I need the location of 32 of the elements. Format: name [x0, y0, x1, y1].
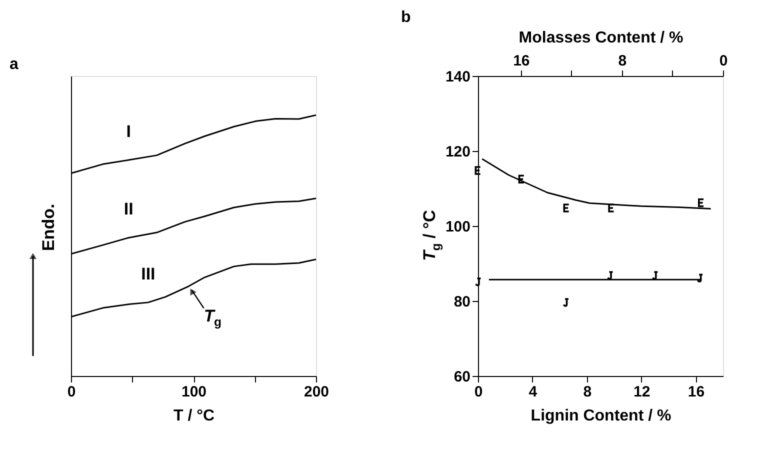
x-tick-label: 0 — [474, 384, 483, 400]
x2-tick-label: 16 — [513, 52, 530, 70]
x2-axis-title: Molasses Content / % — [518, 30, 684, 46]
y-tick-label: 140 — [445, 68, 470, 86]
point — [562, 298, 570, 307]
x-tick-label: 4 — [528, 384, 538, 400]
y-tick-label: 120 — [445, 144, 470, 160]
x-axis-title: T / °C — [173, 408, 215, 424]
y-tick-label: 80 — [454, 294, 470, 310]
point — [474, 166, 482, 175]
point — [608, 204, 615, 212]
chart-title: b — [401, 9, 411, 26]
x-tick-label: 8 — [583, 384, 592, 400]
series-label: II — [124, 200, 134, 219]
x2-tick-label: 8 — [618, 52, 627, 70]
x-axis-title: Lignin Content / % — [530, 408, 672, 424]
series-label: I — [126, 122, 131, 141]
y-axis-title: Endo. — [39, 204, 58, 251]
y-tick-label: 100 — [445, 218, 470, 236]
x2-tick-label: 0 — [719, 52, 728, 70]
x-tick-label: 12 — [633, 384, 650, 400]
x-tick-label: 16 — [688, 384, 705, 400]
series-label: III — [141, 264, 156, 284]
point — [518, 174, 525, 184]
x-tick-label: 200 — [304, 384, 330, 400]
x-tick-label: 100 — [181, 384, 207, 400]
y-axis-title: Tg / °C — [420, 210, 443, 261]
point — [563, 204, 570, 212]
line-series — [481, 158, 712, 210]
y-tick-label: 60 — [454, 368, 470, 386]
chart-title: a — [9, 56, 18, 73]
x-tick-label: 0 — [67, 384, 76, 400]
